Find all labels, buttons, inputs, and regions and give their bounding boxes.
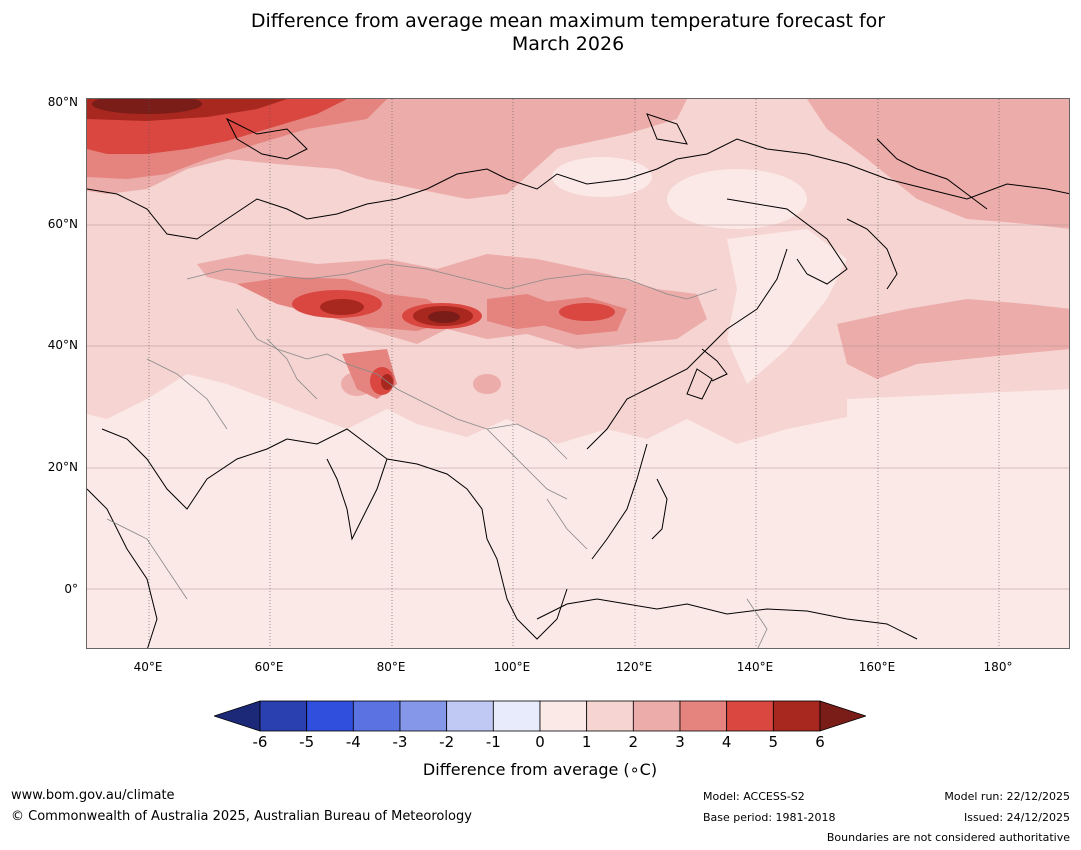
lon-label-120e: 120°E [615, 660, 653, 674]
colorbar-tick-label: 5 [768, 733, 779, 751]
footer-copyright: © Commonwealth of Australia 2025, Austra… [11, 809, 472, 824]
lon-label-140e: 140°E [736, 660, 774, 674]
colorbar-tick-label: -2 [439, 733, 455, 751]
footer-model: Model: ACCESS-S2 [703, 790, 805, 803]
colorbar-box [492, 700, 541, 732]
colorbar-label: Difference from average (∘C) [422, 760, 658, 779]
colorbar-tick-label: -1 [485, 733, 501, 751]
colorbar-box [352, 700, 401, 732]
footer-website[interactable]: www.bom.gov.au/climate [11, 788, 175, 803]
colorbar-box [446, 700, 494, 732]
colorbar-box [259, 700, 308, 732]
colorbar-tick-label: 1 [581, 733, 592, 751]
lat-label-0: 0° [64, 582, 78, 596]
anomaly-above-6-layer [92, 99, 460, 323]
footer-disclaimer: Boundaries are not considered authoritat… [826, 831, 1070, 844]
colorbar-tick-label: -5 [299, 733, 315, 751]
map-canvas [87, 99, 1069, 648]
colorbar-box [679, 700, 728, 732]
lon-label-60e: 60°E [254, 660, 284, 674]
footer-model-run: Model run: 22/12/2025 [944, 790, 1070, 803]
map-panel[interactable] [86, 98, 1070, 649]
colorbar-extend-low [214, 700, 261, 732]
colorbar-tick-label: -3 [392, 733, 408, 751]
colorbar-tick-label: 6 [815, 733, 825, 751]
colorbar-box [726, 700, 774, 732]
colorbar-box [586, 700, 634, 732]
meridians [148, 99, 1000, 648]
lat-label-60n: 60°N [47, 217, 78, 231]
lat-label-40n: 40°N [47, 338, 78, 352]
colorbar-box [399, 700, 448, 732]
footer-base-period: Base period: 1981-2018 [703, 811, 836, 824]
colorbar-box [539, 700, 588, 732]
coastlines [87, 113, 1069, 648]
lon-label-160e: 160°E [858, 660, 896, 674]
colorbar-box [632, 700, 681, 732]
lon-label-180: 180° [983, 660, 1013, 674]
colorbar-extend-high [819, 700, 866, 732]
title-line-1: Difference from average mean maximum tem… [250, 10, 886, 32]
graticule [87, 224, 1069, 590]
lat-label-20n: 20°N [47, 460, 78, 474]
colorbar-tick-label: 3 [675, 733, 685, 751]
colorbar-tick-label: -6 [252, 733, 268, 751]
colorbar-tick-label: 2 [628, 733, 639, 751]
colorbar-box [772, 700, 821, 732]
lon-label-40e: 40°E [133, 660, 163, 674]
map-title: Difference from average mean maximum tem… [0, 10, 1081, 56]
anomaly-0-1-patches [552, 157, 1069, 648]
colorbar-tick-label: 4 [721, 733, 732, 751]
title-line-2: March 2026 [511, 33, 625, 55]
lat-label-80n: 80°N [47, 95, 78, 109]
colorbar-tick-label: -4 [345, 733, 361, 751]
footer-issued: Issued: 24/12/2025 [963, 811, 1070, 824]
country-borders [106, 263, 768, 648]
lon-label-100e: 100°E [493, 660, 531, 674]
lon-label-80e: 80°E [376, 660, 406, 674]
colorbar-box [306, 700, 354, 732]
colorbar-tick-label: 0 [535, 733, 545, 751]
colorbar [214, 700, 866, 732]
